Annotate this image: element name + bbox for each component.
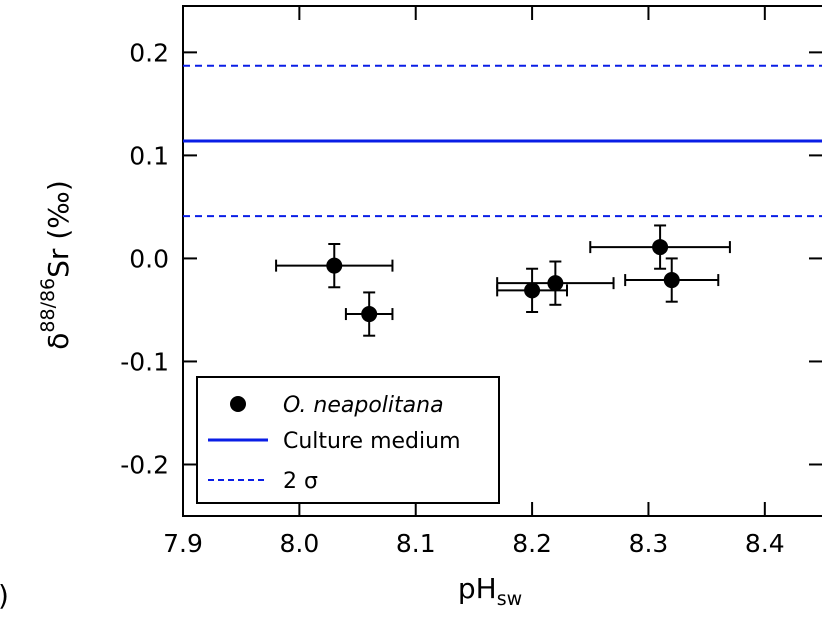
x-tick-label: 8.3 — [629, 529, 669, 558]
data-points — [275, 224, 731, 337]
data-marker — [652, 239, 669, 256]
x-axis-label-sub: sw — [497, 588, 522, 610]
data-point — [344, 291, 394, 337]
y-axis-label-prefix: δ — [42, 333, 75, 350]
data-point — [624, 257, 720, 303]
data-marker — [663, 272, 680, 289]
y-tick-label: 0.2 — [129, 38, 169, 67]
y-tick-label: -0.1 — [120, 347, 169, 376]
x-tick-label: 8.1 — [396, 529, 436, 558]
legend-label-culture-medium: Culture medium — [283, 429, 461, 454]
x-axis-label: pHsw — [458, 572, 522, 610]
data-marker — [524, 282, 541, 299]
legend-label-2-sigma: 2 σ — [283, 469, 318, 494]
x-axis-label-main: pH — [458, 572, 497, 605]
x-tick-label: 7.9 — [163, 529, 203, 558]
legend-marker-o-neapolitana — [230, 396, 246, 412]
y-tick-label: 0.1 — [129, 141, 169, 170]
y-tick-label: -0.2 — [120, 450, 169, 479]
x-tick-label: 8.0 — [279, 529, 319, 558]
legend-label-o-neapolitana: O. neapolitana — [283, 393, 444, 418]
legend: O. neapolitana Culture medium 2 σ — [196, 376, 500, 504]
panel-label-fragment: ) — [0, 579, 9, 612]
y-axis-label: δ88/86Sr (‰) — [37, 180, 75, 350]
data-marker — [547, 275, 564, 292]
data-marker — [326, 257, 343, 274]
data-point — [496, 260, 615, 306]
x-tick-label: 8.2 — [512, 529, 552, 558]
axis-ticks — [182, 6, 822, 516]
plot-frame — [182, 5, 822, 517]
data-point — [275, 243, 394, 289]
y-axis-label-main: Sr (‰) — [42, 180, 75, 278]
y-tick-label: 0.0 — [129, 244, 169, 273]
x-tick-label: 8.4 — [745, 529, 785, 558]
data-point — [589, 224, 731, 270]
x-tick-labels: 7.9 8.0 8.1 8.2 8.3 8.4 — [163, 529, 785, 558]
y-tick-labels: 0.2 0.1 0.0 -0.1 -0.2 — [120, 38, 169, 479]
data-marker — [361, 306, 378, 323]
reference-lines — [183, 64, 822, 218]
y-axis-label-sup: 88/86 — [37, 278, 59, 333]
